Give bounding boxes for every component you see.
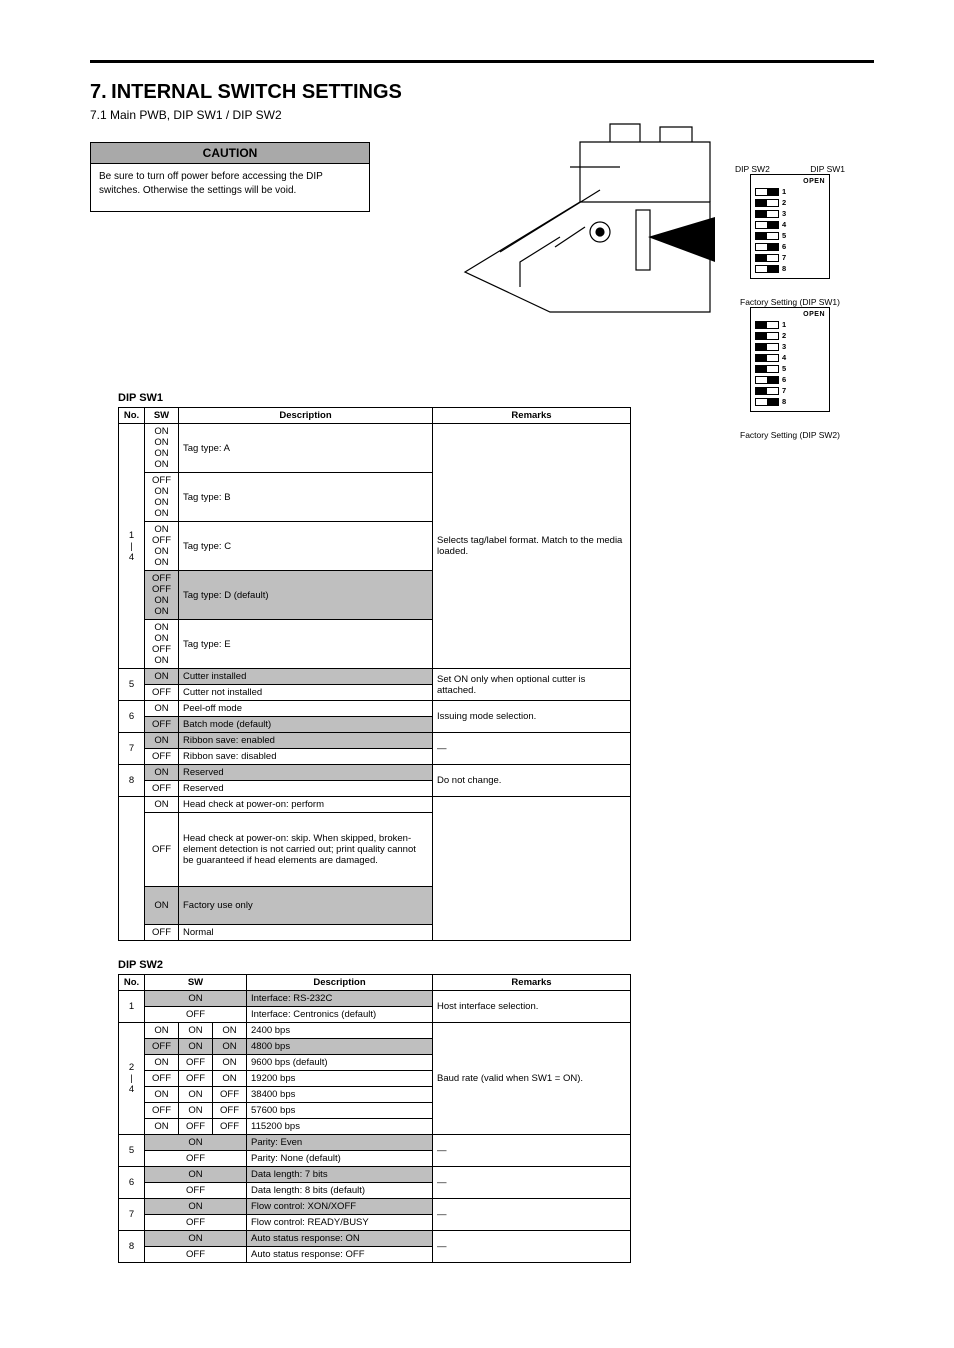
- dip-switch-row: 8: [755, 263, 825, 274]
- caution-body: Be sure to turn off power before accessi…: [91, 164, 369, 211]
- table2-title: DIP SW2: [118, 959, 874, 971]
- dip-switch-row: 6: [755, 241, 825, 252]
- dip-sw2-figure: OPEN 12345678 Factory Setting (DIP SW2): [735, 307, 845, 440]
- pwb-diagram: [460, 112, 720, 332]
- dipsw2-table: No.SWDescriptionRemarks1ONInterface: RS-…: [118, 974, 631, 1263]
- upper-area: CAUTION Be sure to turn off power before…: [90, 142, 874, 382]
- dip-open-label: OPEN: [755, 178, 825, 185]
- dip-switch-row: 4: [755, 352, 825, 363]
- heading-text: INTERNAL SWITCH SETTINGS: [111, 81, 402, 103]
- heading-number: 7.: [90, 81, 107, 103]
- dip-switch-row: 5: [755, 363, 825, 374]
- dip-switch-row: 7: [755, 252, 825, 263]
- dip-open-label: OPEN: [755, 311, 825, 318]
- dipsw1-table: No.SWDescriptionRemarks1 | 4ON ON ON ONT…: [118, 407, 631, 941]
- dip-switch-row: 6: [755, 374, 825, 385]
- dip-switch-row: 7: [755, 385, 825, 396]
- dip-switch-row: 4: [755, 219, 825, 230]
- dip-switch-row: 3: [755, 208, 825, 219]
- dip-sw-caption-top: DIP SW2 DIP SW1: [735, 164, 845, 174]
- top-rule: [90, 60, 874, 63]
- dip-switch-row: 3: [755, 341, 825, 352]
- dip-sw2-caption: Factory Setting (DIP SW2): [735, 430, 845, 440]
- dip-sw1-figure: DIP SW2 DIP SW1 OPEN 12345678 Factory Se…: [735, 164, 845, 307]
- dip-sw2-box: OPEN 12345678: [750, 307, 830, 412]
- dip-switch-row: 5: [755, 230, 825, 241]
- caution-heading: CAUTION: [91, 143, 369, 164]
- caution-box: CAUTION Be sure to turn off power before…: [90, 142, 370, 212]
- dip-switch-row: 1: [755, 319, 825, 330]
- dip-switch-row: 2: [755, 197, 825, 208]
- dip-switch-row: 8: [755, 396, 825, 407]
- page: 7. INTERNAL SWITCH SETTINGS 7.1 Main PWB…: [0, 0, 954, 1303]
- dip-switch-row: 1: [755, 186, 825, 197]
- dip-sw1-caption: Factory Setting (DIP SW1): [735, 297, 845, 307]
- dip-switch-row: 2: [755, 330, 825, 341]
- dip-figures: DIP SW2 DIP SW1 OPEN 12345678 Factory Se…: [735, 162, 845, 440]
- page-title-row: 7. INTERNAL SWITCH SETTINGS: [90, 81, 874, 104]
- dip-sw1-box: OPEN 12345678: [750, 174, 830, 279]
